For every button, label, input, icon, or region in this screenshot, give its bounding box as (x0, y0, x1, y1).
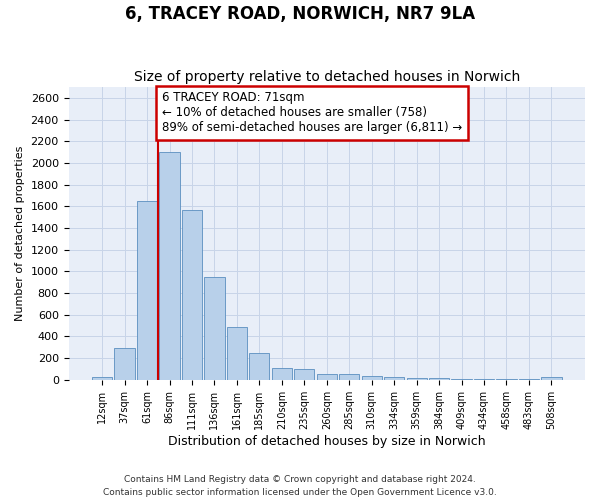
Bar (362, 376, 382, 380)
Bar (384, 377, 404, 380)
Text: 6 TRACEY ROAD: 71sqm
← 10% of detached houses are smaller (758)
89% of semi-deta: 6 TRACEY ROAD: 71sqm ← 10% of detached h… (161, 92, 462, 134)
Bar (137, 201, 157, 380)
Bar (182, 210, 202, 380)
Y-axis label: Number of detached properties: Number of detached properties (15, 146, 25, 321)
X-axis label: Distribution of detached houses by size in Norwich: Distribution of detached houses by size … (168, 434, 485, 448)
Bar (227, 326, 247, 380)
Bar (317, 374, 337, 380)
Text: 6, TRACEY ROAD, NORWICH, NR7 9LA: 6, TRACEY ROAD, NORWICH, NR7 9LA (125, 5, 475, 23)
Bar (407, 378, 427, 380)
Text: Contains HM Land Registry data © Crown copyright and database right 2024.
Contai: Contains HM Land Registry data © Crown c… (103, 475, 497, 497)
Bar (272, 368, 292, 380)
Bar (541, 377, 562, 380)
Bar (339, 374, 359, 380)
Bar (160, 152, 179, 380)
Bar (205, 277, 224, 380)
Bar (429, 378, 449, 380)
Bar (92, 377, 112, 380)
Bar (249, 354, 269, 380)
Bar (294, 369, 314, 380)
Bar (115, 348, 134, 380)
Title: Size of property relative to detached houses in Norwich: Size of property relative to detached ho… (134, 70, 520, 85)
